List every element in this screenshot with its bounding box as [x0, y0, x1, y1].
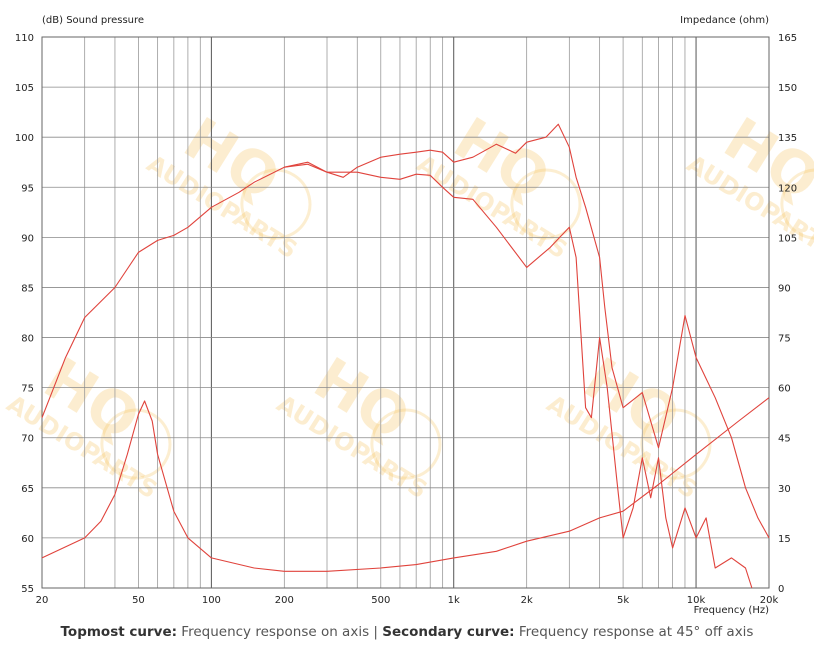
right-axis-title: Impedance (ohm) [680, 15, 769, 26]
x-axis-title: Frequency (Hz) [694, 605, 770, 616]
x-tick-label: 2k [521, 595, 533, 606]
left-axis-title: (dB) Sound pressure [42, 15, 144, 26]
y-tick-label-right: 165 [778, 33, 797, 44]
y-tick-label-right: 75 [778, 334, 791, 345]
x-tick-label: 20 [36, 595, 49, 606]
watermark-speaker-icon [240, 168, 312, 240]
caption-text-secondary: Frequency response at 45° off axis [514, 624, 754, 640]
x-tick-label: 50 [132, 595, 145, 606]
y-tick-label-right: 0 [778, 584, 784, 595]
watermark-speaker-icon [640, 408, 712, 480]
x-tick-label: 10k [687, 595, 706, 606]
plot-frame [41, 36, 770, 589]
axis-label-layer: 1101051009590858075706560551651501351201… [15, 15, 797, 616]
x-tick-label: 100 [202, 595, 221, 606]
x-tick-label: 500 [371, 595, 390, 606]
y-tick-label-left: 95 [21, 183, 34, 194]
y-tick-label-left: 60 [21, 534, 34, 545]
curve-layer [41, 123, 770, 589]
y-tick-label-left: 55 [21, 584, 34, 595]
curve-on-axis [41, 123, 770, 539]
y-tick-label-right: 90 [778, 283, 791, 294]
watermark-speaker-icon [510, 168, 582, 240]
y-tick-label-left: 80 [21, 334, 34, 345]
curve-off-axis-45 [284, 163, 753, 589]
y-tick-label-left: 100 [15, 133, 34, 144]
y-tick-label-right: 135 [778, 133, 797, 144]
y-tick-label-left: 85 [21, 283, 34, 294]
y-tick-label-right: 150 [778, 83, 797, 94]
y-tick-label-right: 45 [778, 434, 791, 445]
x-tick-label: 5k [617, 595, 629, 606]
y-tick-label-left: 105 [15, 83, 34, 94]
watermark-speaker-icon [780, 168, 814, 240]
watermark-speaker-icon [100, 408, 172, 480]
y-tick-label-right: 105 [778, 233, 797, 244]
caption-label-topmost: Topmost curve: [60, 624, 178, 640]
y-tick-label-right: 15 [778, 534, 791, 545]
y-tick-label-right: 60 [778, 384, 791, 395]
chart-grid [42, 37, 769, 588]
x-tick-label: 1k [448, 595, 460, 606]
watermark-speaker-icon [370, 408, 442, 480]
x-tick-label: 200 [275, 595, 294, 606]
caption-text-topmost: Frequency response on axis | [177, 624, 383, 640]
caption-label-secondary: Secondary curve: [382, 624, 515, 640]
y-tick-label-left: 70 [21, 434, 34, 445]
curve-impedance [41, 397, 770, 572]
y-tick-label-left: 90 [21, 233, 34, 244]
y-tick-label-left: 75 [21, 384, 34, 395]
chart-caption: Topmost curve: Frequency response on axi… [0, 624, 814, 640]
y-tick-label-left: 110 [15, 33, 34, 44]
y-tick-label-right: 30 [778, 484, 791, 495]
y-tick-label-left: 65 [21, 484, 34, 495]
y-tick-label-right: 120 [778, 183, 797, 194]
x-tick-label: 20k [760, 595, 779, 606]
